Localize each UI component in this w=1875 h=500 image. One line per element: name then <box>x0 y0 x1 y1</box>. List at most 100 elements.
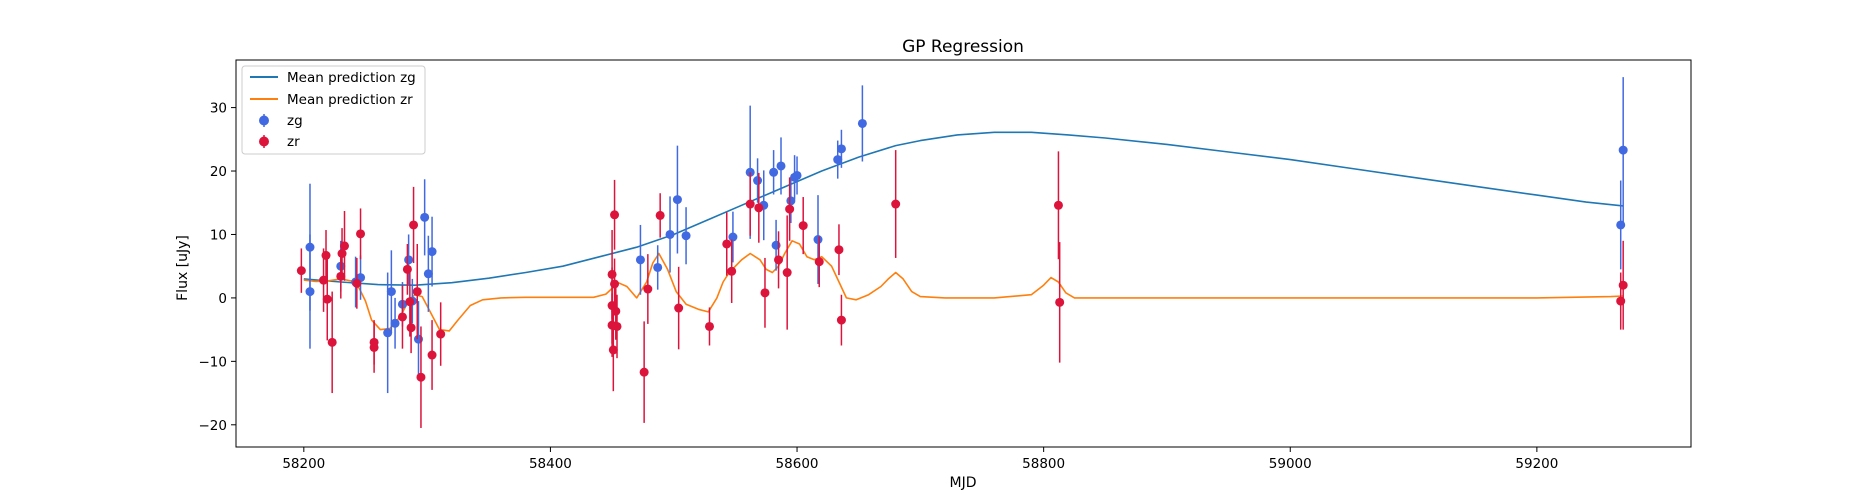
zr-data-point <box>296 248 306 293</box>
x-tick-label: 59000 <box>1269 456 1312 472</box>
zr-marker <box>412 287 422 297</box>
zg-marker <box>681 231 691 241</box>
zr-data-point <box>327 291 337 394</box>
zg-data-point <box>635 224 645 295</box>
zr-marker <box>369 342 379 352</box>
zg-data-point <box>836 129 846 168</box>
zr-data-point <box>798 197 808 255</box>
zr-marker <box>610 279 620 289</box>
zr-marker <box>397 312 407 322</box>
y-tick-label: 10 <box>210 227 227 243</box>
zr-data-point <box>834 224 844 276</box>
x-tick-label: 58400 <box>529 456 572 472</box>
zr-data-point <box>352 257 362 309</box>
y-tick-label: 0 <box>218 291 227 307</box>
zr-marker <box>891 199 901 209</box>
x-tick-label: 59200 <box>1515 456 1558 472</box>
zg-marker <box>383 328 393 338</box>
zg-data-point <box>753 158 763 203</box>
legend-marker-zr <box>259 136 269 147</box>
zr-marker <box>610 210 620 220</box>
zr-marker <box>409 220 419 230</box>
zr-marker <box>356 229 366 239</box>
zr-marker <box>760 288 770 298</box>
zr-data-point <box>785 177 795 241</box>
zr-marker <box>296 266 306 276</box>
zg-data-point <box>776 137 786 195</box>
zr-data-point <box>612 294 622 359</box>
zg-marker <box>792 170 802 180</box>
y-tick-label: −20 <box>199 418 228 434</box>
zr-marker <box>322 294 332 304</box>
zr-marker <box>834 245 844 255</box>
zg-marker <box>635 255 645 265</box>
zr-marker <box>814 257 824 267</box>
zr-data-point <box>409 186 419 264</box>
zg-data-point <box>390 297 400 349</box>
zr-data-point <box>406 302 416 354</box>
zr-data-point <box>608 308 618 392</box>
zg-data-point <box>813 195 823 284</box>
zr-marker <box>727 266 737 276</box>
zg-marker <box>305 287 315 297</box>
zr-marker <box>782 268 792 278</box>
zr-marker <box>798 221 808 231</box>
zr-marker <box>722 239 732 249</box>
zr-marker <box>436 329 446 339</box>
zr-data-point <box>774 231 784 289</box>
zg-data-point <box>786 178 796 224</box>
zr-data-point <box>610 179 620 250</box>
zr-marker <box>427 350 437 360</box>
zg-marker <box>833 155 843 165</box>
legend-box <box>241 65 426 155</box>
zr-marker <box>643 284 653 294</box>
zr-marker <box>612 321 622 331</box>
zr-data-point <box>754 172 764 243</box>
zr-data-point <box>416 326 426 428</box>
zr-data-point <box>674 266 684 350</box>
zr-data-point <box>340 210 350 281</box>
zr-data-point <box>427 320 437 390</box>
zr-marker <box>836 315 846 325</box>
zr-data-point <box>397 285 407 349</box>
y-tick-label: 20 <box>210 164 227 180</box>
zr-data-point <box>655 193 665 238</box>
zg-marker <box>786 196 796 206</box>
zr-marker <box>327 337 337 347</box>
zr-data-point <box>356 208 366 260</box>
zr-data-point <box>814 236 824 288</box>
legend: Mean prediction zg Mean prediction zr zg… <box>241 65 426 155</box>
x-axis-label: MJD <box>950 475 977 491</box>
zr-data-point <box>643 254 653 324</box>
zr-data-point <box>321 230 331 281</box>
zg-marker <box>836 144 846 154</box>
zr-marker <box>352 278 362 288</box>
zr-data-point <box>369 322 379 373</box>
x-tick-label: 58200 <box>282 456 325 472</box>
legend-label-zr: zr <box>287 134 300 150</box>
zg-data-point <box>653 245 663 290</box>
zr-data-point <box>610 258 620 310</box>
zr-data-point <box>436 302 446 366</box>
zg-data-point <box>792 156 802 195</box>
zr-data-point <box>722 212 732 276</box>
zr-marker <box>704 321 714 331</box>
zg-marker <box>728 232 738 242</box>
zg-marker <box>420 212 430 222</box>
zr-data-point <box>782 215 792 330</box>
zr-marker <box>674 303 684 313</box>
zg-data-point <box>404 234 414 286</box>
zg-data-point <box>386 250 396 333</box>
zg-marker <box>665 229 675 239</box>
zr-marker <box>321 250 331 260</box>
zg-data-point <box>665 196 675 273</box>
zg-data-point <box>672 145 682 254</box>
zg-data-point <box>1618 77 1628 224</box>
zr-data-point <box>336 254 346 299</box>
legend-label-zg: zg <box>287 113 303 129</box>
zr-marker <box>340 241 350 251</box>
zg-data-point <box>857 85 867 162</box>
zr-marker <box>1053 200 1063 210</box>
y-axis-label: Flux [uJy] <box>175 235 191 301</box>
